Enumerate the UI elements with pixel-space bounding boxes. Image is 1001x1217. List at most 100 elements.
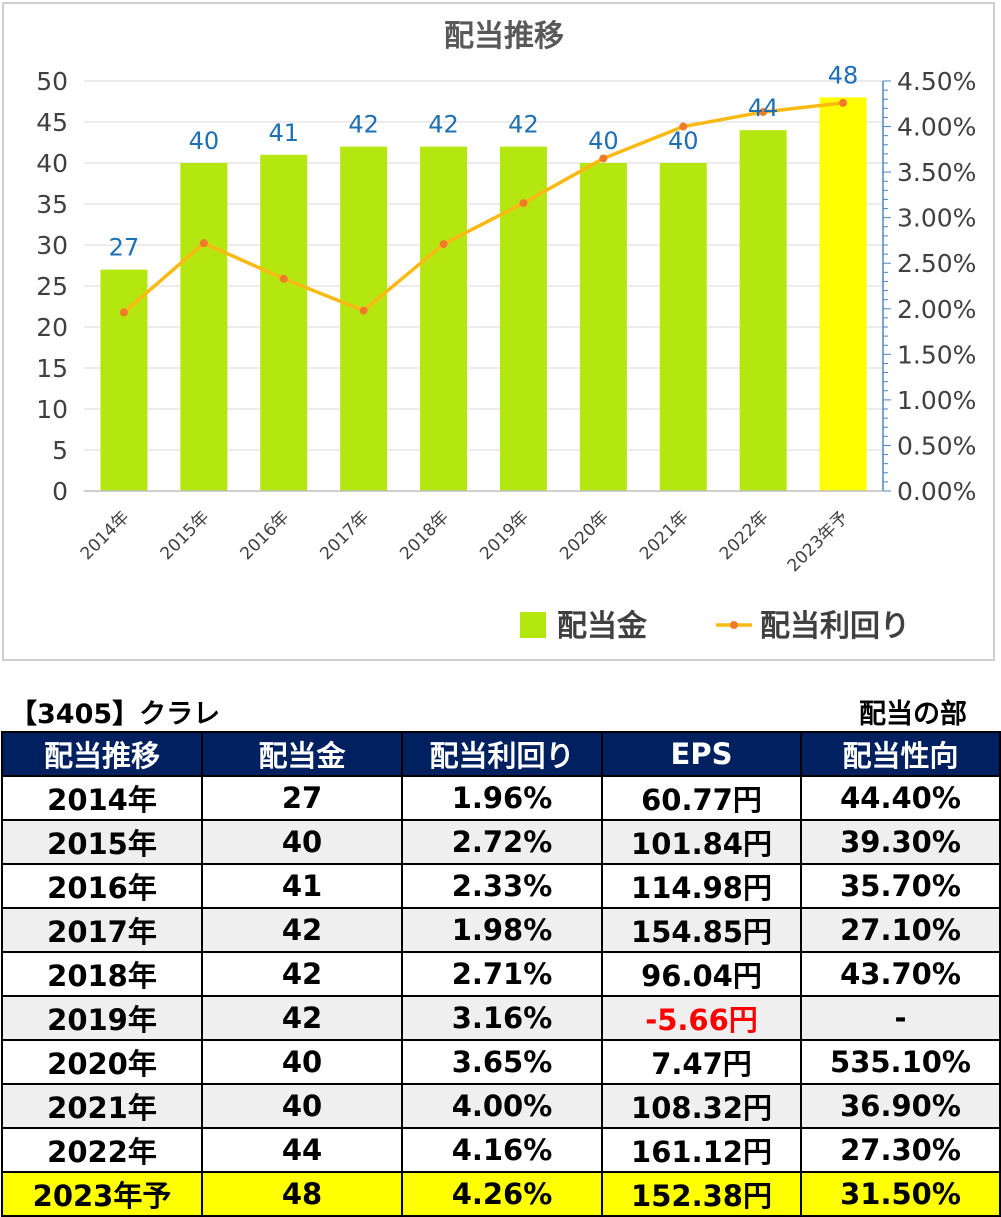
cell-yield: 1.98% [401, 907, 603, 953]
y-left-tick-label: 10 [36, 395, 68, 424]
cell-payout: 39.30% [800, 819, 1001, 865]
cell-yield: 4.16% [401, 1127, 603, 1173]
cell-eps: 7.47円 [601, 1039, 802, 1085]
cell-dividend: 41 [201, 863, 403, 909]
cell-payout: 44.40% [800, 775, 1001, 821]
chart-title: 配当推移 [444, 19, 564, 54]
cell-payout: 36.90% [800, 1083, 1001, 1129]
cell-yield: 1.96% [401, 775, 603, 821]
cell-eps: 96.04円 [601, 951, 802, 997]
y-right-tick-label: 3.00% [897, 204, 976, 233]
y-right-tick-label: 2.00% [897, 295, 976, 324]
header-payout: 配当性向 [800, 731, 1001, 777]
bar-dividend [100, 269, 148, 491]
bar-data-label: 48 [828, 61, 859, 89]
table-row: 2023年予 48 4.26% 152.38円 31.50% [1, 1171, 1001, 1217]
bar-data-label: 42 [348, 111, 379, 139]
x-tick-label: 2022年 [716, 507, 773, 564]
bar-dividend [420, 146, 468, 491]
cell-payout: 35.70% [800, 863, 1001, 909]
bar-data-label: 40 [668, 127, 699, 155]
header-yield: 配当利回り [401, 731, 603, 777]
cell-yield: 4.26% [401, 1171, 603, 1217]
legend-swatch-dividend [520, 612, 546, 638]
y-right-tick-label: 2.50% [897, 249, 976, 278]
point-yield [439, 240, 448, 249]
table-header-row: 配当推移 配当金 配当利回り EPS 配当性向 [1, 731, 1001, 777]
bar-data-label: 44 [748, 94, 779, 122]
cell-eps: 60.77円 [601, 775, 802, 821]
bar-data-label: 41 [268, 119, 299, 147]
cell-eps: 154.85円 [601, 907, 802, 953]
point-yield [519, 199, 528, 208]
cell-dividend: 48 [201, 1171, 403, 1217]
cell-yield: 2.33% [401, 863, 603, 909]
cell-year: 2016年 [1, 863, 203, 909]
table-row: 2017年 42 1.98% 154.85円 27.10% [1, 907, 1001, 953]
bar-data-label: 40 [189, 127, 220, 155]
y-left-tick-label: 40 [36, 149, 68, 178]
cell-year: 2015年 [1, 819, 203, 865]
x-tick-label: 2018年 [396, 507, 453, 564]
cell-year: 2023年予 [1, 1171, 203, 1217]
bar-dividend [819, 97, 867, 492]
cell-eps: 101.84円 [601, 819, 802, 865]
cell-yield: 4.00% [401, 1083, 603, 1129]
bar-data-label: 42 [428, 111, 459, 139]
table-row: 2021年 40 4.00% 108.32円 36.90% [1, 1083, 1001, 1129]
point-yield [279, 274, 288, 283]
cell-payout: 43.70% [800, 951, 1001, 997]
cell-year: 2019年 [1, 995, 203, 1041]
legend-marker-yield [730, 621, 738, 629]
header-eps: EPS [601, 731, 802, 777]
y-right-tick-label: 0.00% [897, 477, 976, 506]
cell-year: 2021年 [1, 1083, 203, 1129]
header-dividend: 配当金 [201, 731, 403, 777]
cell-dividend: 40 [201, 819, 403, 865]
point-yield [599, 154, 608, 163]
cell-dividend: 42 [201, 951, 403, 997]
y-left-tick-label: 20 [36, 313, 68, 342]
bar-dividend [579, 163, 627, 491]
table-row: 2020年 40 3.65% 7.47円 535.10% [1, 1039, 1001, 1085]
dividend-chart: 配当推移 0 5 10 15 20 25 30 35 40 45 50 0.00% 0.50% 1.00% 1… [36, 19, 976, 644]
point-yield [839, 98, 848, 107]
bar-data-label: 40 [588, 127, 619, 155]
x-tick-label: 2014年 [77, 507, 134, 564]
x-tick-label: 2023年予 [784, 507, 853, 576]
bar-dividend [340, 146, 388, 491]
table-row: 2022年 44 4.16% 161.12円 27.30% [1, 1127, 1001, 1173]
table-row: 2018年 42 2.71% 96.04円 43.70% [1, 951, 1001, 997]
cell-eps: 161.12円 [601, 1127, 802, 1173]
company-caption: 【3405】クラレ [10, 699, 221, 730]
y-right-tick-label: 1.50% [897, 340, 976, 369]
cell-yield: 3.16% [401, 995, 603, 1041]
cell-dividend: 27 [201, 775, 403, 821]
cell-eps: -5.66円 [601, 995, 802, 1041]
bar-data-label: 42 [508, 111, 539, 139]
table-row: 2015年 40 2.72% 101.84円 39.30% [1, 819, 1001, 865]
y-right-tick-label: 3.50% [897, 158, 976, 187]
bar-dividend [739, 130, 787, 491]
y-left-tick-label: 0 [52, 477, 68, 506]
bar-dividend [260, 154, 308, 492]
cell-eps: 152.38円 [601, 1171, 802, 1217]
cell-payout: 31.50% [800, 1171, 1001, 1217]
cell-dividend: 42 [201, 907, 403, 953]
cell-payout: 27.30% [800, 1127, 1001, 1173]
point-yield [199, 239, 208, 248]
point-yield [359, 306, 368, 315]
cell-yield: 3.65% [401, 1039, 603, 1085]
section-caption: 配当の部 [859, 699, 967, 730]
bar-data-label: 27 [109, 234, 140, 262]
cell-dividend: 42 [201, 995, 403, 1041]
cell-payout: - [800, 995, 1001, 1041]
cell-payout: 27.10% [800, 907, 1001, 953]
cell-yield: 2.72% [401, 819, 603, 865]
cell-year: 2018年 [1, 951, 203, 997]
table-row: 2016年 41 2.33% 114.98円 35.70% [1, 863, 1001, 909]
cell-dividend: 40 [201, 1083, 403, 1129]
cell-yield: 2.71% [401, 951, 603, 997]
cell-year: 2022年 [1, 1127, 203, 1173]
y-left-tick-label: 5 [52, 436, 68, 465]
